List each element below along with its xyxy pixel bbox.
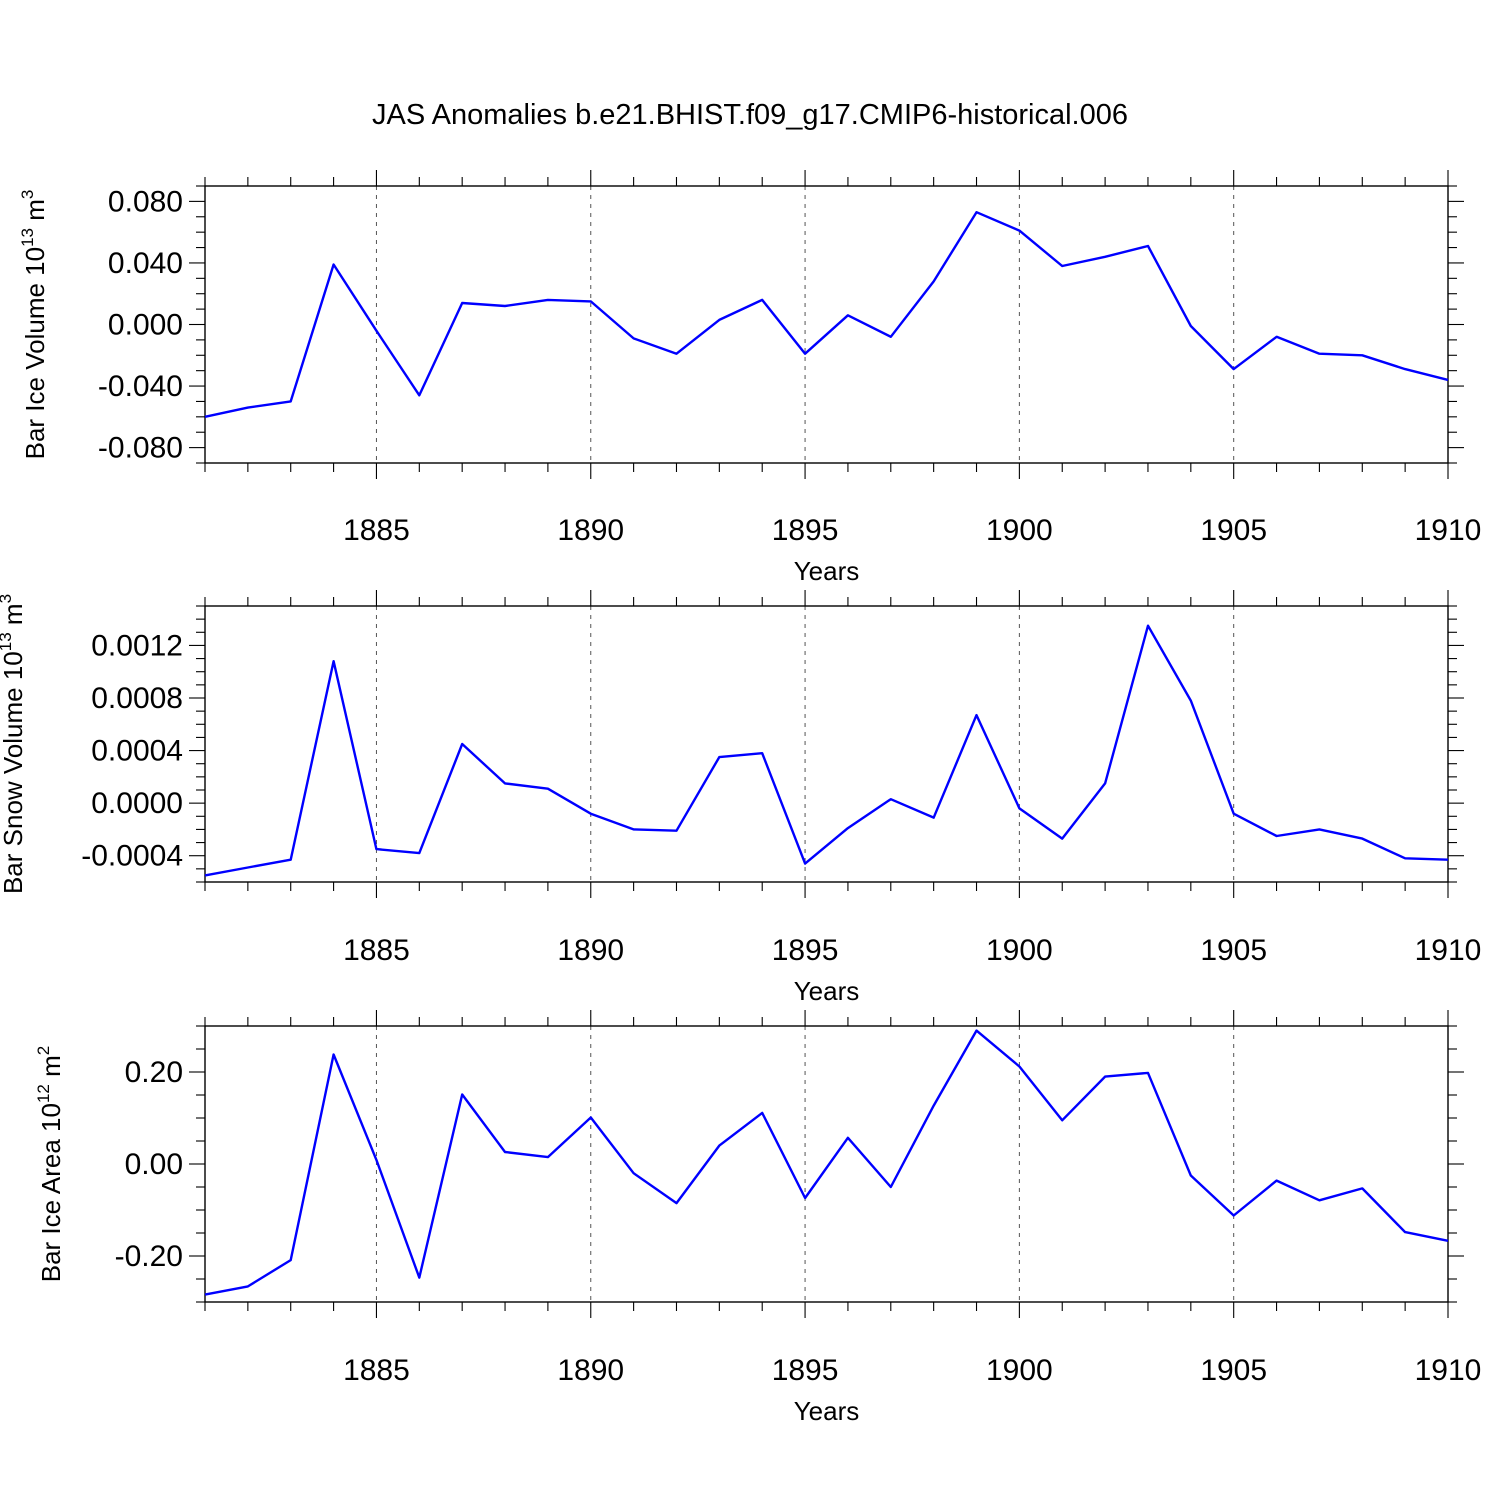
plot-frame [204, 605, 1449, 883]
ice-area-series-line [204, 1029, 1449, 1296]
figure-title: JAS Anomalies b.e21.BHIST.f09_g17.CMIP6-… [372, 99, 1128, 131]
x-tick-label: 1885 [343, 514, 410, 547]
x-tick-label: 1910 [1415, 1354, 1482, 1387]
y-tick-label: 0.040 [108, 247, 183, 280]
y-tick-label: -0.20 [115, 1240, 183, 1273]
y-tick-label: 0.080 [108, 185, 183, 218]
y-axis-label: Bar Ice Area 1012 m2 [34, 1046, 66, 1283]
snow-volume-panel: -0.0004 0.0000 0.0004 0.0008 0.0012 1885 1890 1… [0, 590, 1481, 1006]
y-tick-label: 0.0008 [91, 682, 183, 715]
y-tick-label: -0.040 [98, 370, 183, 403]
y-tick-label: -0.0004 [81, 840, 183, 873]
x-tick-label: 1885 [343, 1354, 410, 1387]
ice-volume-panel: -0.080 -0.040 0.000 0.040 0.080 1885 1890 1895 1… [18, 170, 1481, 586]
x-tick-label: 1910 [1415, 934, 1482, 967]
x-tick-label: 1900 [986, 934, 1053, 967]
x-tick-label: 1890 [557, 1354, 624, 1387]
x-tick-label: 1900 [986, 514, 1053, 547]
x-axis-label: Years [794, 976, 860, 1006]
x-tick-label: 1895 [772, 934, 839, 967]
x-tick-label: 1895 [772, 514, 839, 547]
x-tick-label: 1890 [557, 514, 624, 547]
y-axis-label: Bar Ice Volume 1013 m3 [18, 190, 50, 460]
x-tick-label: 1905 [1200, 934, 1267, 967]
y-tick-label: -0.080 [98, 432, 183, 465]
x-tick-label: 1890 [557, 934, 624, 967]
x-tick-label: 1910 [1415, 514, 1482, 547]
x-tick-label: 1895 [772, 1354, 839, 1387]
y-tick-label: 0.0012 [91, 629, 183, 662]
y-tick-label: 0.0000 [91, 787, 183, 820]
y-tick-label: 0.20 [125, 1056, 183, 1089]
plot-frame [204, 185, 1449, 464]
y-axis-label: Bar Snow Volume 1013 m3 [0, 594, 28, 894]
x-tick-label: 1885 [343, 934, 410, 967]
ice-volume-series-line [204, 210, 1449, 418]
y-tick-label: 0.00 [125, 1148, 183, 1181]
x-tick-label: 1905 [1200, 514, 1267, 547]
x-tick-label: 1900 [986, 1354, 1053, 1387]
x-tick-label: 1905 [1200, 1354, 1267, 1387]
y-tick-label: 0.0004 [91, 735, 183, 768]
x-axis-label: Years [794, 556, 860, 586]
x-axis-label: Years [794, 1396, 860, 1426]
snow-volume-series-line [204, 624, 1449, 877]
plot-frame [204, 1025, 1449, 1303]
ice-area-panel: -0.20 0.00 0.20 1885 1890 1895 1900 1905 1910 Yea… [34, 1010, 1481, 1426]
y-tick-label: 0.000 [108, 309, 183, 342]
